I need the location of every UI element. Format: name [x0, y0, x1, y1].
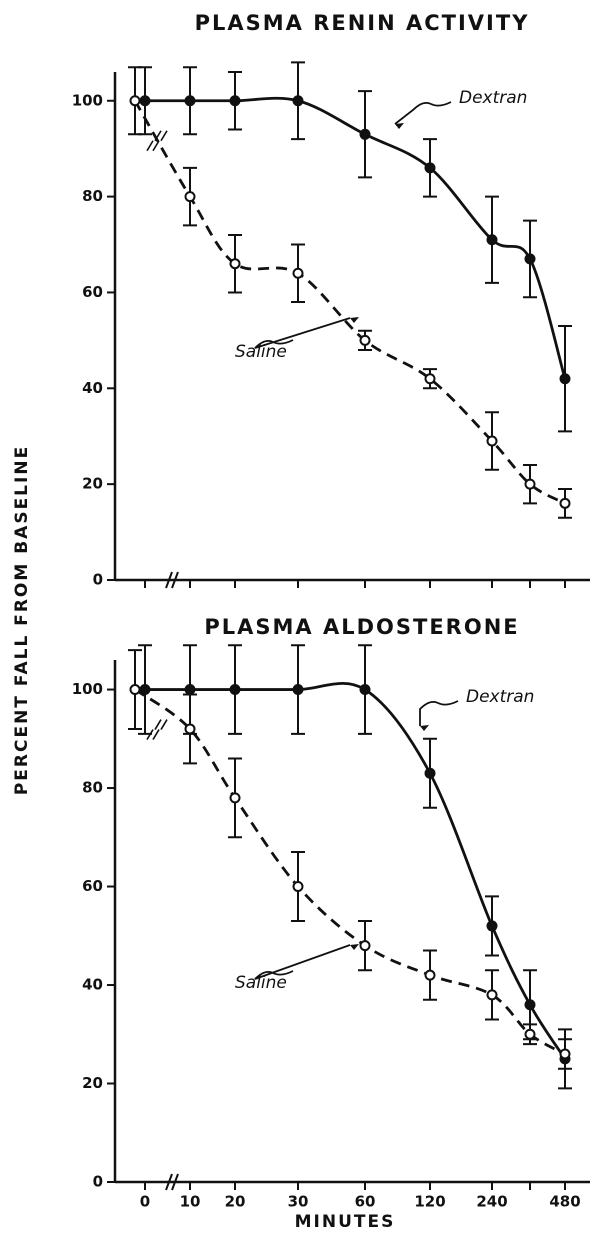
- data-point: [292, 684, 304, 696]
- data-point: [229, 684, 241, 696]
- series-line: [144, 681, 567, 1060]
- data-point: [139, 95, 151, 107]
- x-tick-label: 10: [180, 1193, 201, 1211]
- y-tick-label: 100: [72, 91, 103, 109]
- data-point: [129, 684, 141, 696]
- arrow-head: [350, 317, 359, 323]
- series-line: [134, 688, 566, 1056]
- y-tick-label: 0: [93, 1173, 103, 1191]
- data-point: [359, 128, 371, 140]
- data-point: [292, 95, 304, 107]
- series-line: [144, 96, 567, 380]
- y-tick-label: 80: [82, 779, 103, 797]
- data-point: [559, 373, 571, 385]
- curve-break: [154, 719, 168, 730]
- data-point: [524, 1028, 536, 1040]
- series-label: Dextran: [466, 687, 534, 707]
- y-tick-label: 80: [82, 187, 103, 205]
- data-point: [486, 989, 498, 1001]
- curve-break: [146, 729, 160, 740]
- data-point: [486, 435, 498, 447]
- data-point: [359, 334, 371, 346]
- data-point: [524, 478, 536, 490]
- arrow-head: [395, 123, 404, 129]
- data-point: [229, 95, 241, 107]
- data-point: [424, 162, 436, 174]
- axis-break: [165, 1173, 179, 1191]
- x-tick-label: 120: [414, 1193, 445, 1211]
- x-tick-label: 240: [476, 1193, 507, 1211]
- y-tick-label: 60: [82, 877, 103, 895]
- data-point: [184, 723, 196, 735]
- data-point: [559, 497, 571, 509]
- label-arrow: [394, 101, 452, 125]
- x-tick-label: 20: [225, 1193, 246, 1211]
- x-tick-label: 60: [355, 1193, 376, 1211]
- y-tick-label: 100: [72, 680, 103, 698]
- data-point: [229, 792, 241, 804]
- label-arrow: [254, 317, 351, 349]
- data-point: [359, 684, 371, 696]
- data-point: [129, 95, 141, 107]
- data-point: [424, 373, 436, 385]
- data-point: [524, 253, 536, 265]
- data-point: [424, 969, 436, 981]
- data-point: [359, 940, 371, 952]
- data-point: [486, 920, 498, 932]
- label-arrow: [419, 700, 459, 726]
- x-tick-label: 480: [549, 1193, 580, 1211]
- data-point: [184, 191, 196, 203]
- y-tick-label: 40: [82, 379, 103, 397]
- data-point: [292, 881, 304, 893]
- arrow-head: [420, 725, 429, 731]
- curve-break: [146, 140, 160, 152]
- series-label: Dextran: [459, 88, 527, 108]
- data-point: [184, 95, 196, 107]
- data-point: [559, 1048, 571, 1060]
- data-point: [292, 267, 304, 279]
- y-tick-label: 0: [93, 571, 103, 589]
- series-line: [133, 100, 566, 505]
- label-arrow: [254, 944, 351, 980]
- data-point: [486, 234, 498, 246]
- chart-title: PLASMA RENIN ACTIVITY: [195, 11, 530, 35]
- y-tick-label: 20: [82, 1074, 103, 1092]
- y-tick-label: 60: [82, 283, 103, 301]
- data-point: [424, 767, 436, 779]
- y-axis-label: PERCENT FALL FROM BASELINE: [12, 445, 32, 795]
- series-label: Saline: [235, 973, 287, 993]
- y-tick-label: 40: [82, 976, 103, 994]
- axis-break: [165, 571, 179, 589]
- arrow-head: [350, 944, 359, 950]
- series-label: Saline: [235, 342, 287, 362]
- y-tick-label: 20: [82, 475, 103, 493]
- data-point: [524, 999, 536, 1011]
- x-tick-label: 30: [288, 1193, 309, 1211]
- chart-title: PLASMA ALDOSTERONE: [204, 615, 519, 639]
- data-point: [184, 684, 196, 696]
- x-tick-label: 0: [140, 1193, 150, 1211]
- x-axis-label: MINUTES: [295, 1212, 396, 1232]
- data-point: [229, 258, 241, 270]
